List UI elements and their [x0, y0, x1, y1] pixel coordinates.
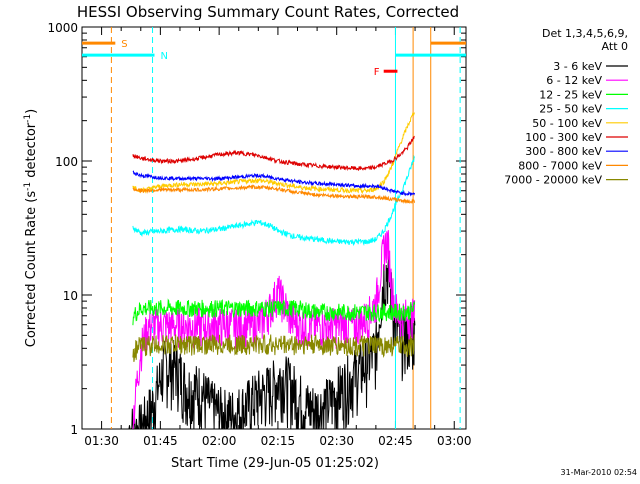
x-tick-label: 02:00: [202, 434, 237, 448]
x-axis-label: Start Time (29-Jun-05 01:25:02): [171, 456, 379, 471]
footer-timestamp: 31-Mar-2010 02:54: [561, 468, 638, 477]
x-tick-label: 02:15: [261, 434, 296, 448]
y-tick-label: 100: [55, 155, 78, 169]
legend-header-line-2: Att 0: [602, 40, 628, 53]
legend-entry-label: 800 - 7000 keV: [518, 159, 602, 172]
y-tick-label: 1000: [47, 21, 78, 35]
plot-frame: [81, 26, 467, 430]
x-tick-label: 03:00: [437, 434, 472, 448]
y-axis-label: Corrected Count Rate (s-1 detector-1): [23, 109, 39, 347]
x-tick-label: 01:30: [84, 434, 119, 448]
chart-title: HESSI Observing Summary Count Rates, Cor…: [77, 3, 459, 21]
legend-entry-label: 3 - 6 keV: [553, 60, 602, 73]
x-tick-label: 01:45: [143, 434, 178, 448]
flag-label-f: F: [374, 67, 380, 78]
legend-entry-label: 50 - 100 keV: [532, 117, 602, 130]
series-line-1: [132, 230, 416, 429]
series-line-6: [132, 170, 416, 197]
x-tick-label: 02:45: [378, 434, 413, 448]
series-line-4: [132, 111, 416, 195]
legend-entry-label: 6 - 12 keV: [546, 74, 602, 87]
flag-label-n: N: [160, 51, 167, 62]
legend-entry-label: 12 - 25 keV: [539, 88, 602, 101]
series-line-5: [132, 135, 415, 172]
y-tick-label: 10: [63, 289, 78, 303]
series-line-3: [132, 154, 416, 247]
legend-entry-label: 300 - 800 keV: [525, 145, 602, 158]
flag-label-s: S: [121, 39, 127, 50]
flag-markers: S N F: [82, 39, 466, 78]
legend-entry-label: 7000 - 20000 keV: [504, 174, 602, 187]
series-layer: [128, 111, 416, 429]
legend-entry-label: 25 - 50 keV: [539, 103, 602, 116]
y-tick-label: 1: [70, 423, 78, 437]
legend-header-line-1: Det 1,3,4,5,6,9,: [542, 27, 628, 40]
series-line-8: [132, 333, 415, 362]
legend-entry-label: 100 - 300 keV: [525, 131, 602, 144]
x-tick-label: 02:30: [319, 434, 354, 448]
axis-ticks: 01:30 01:45 02:00 02:15 02:30 02:45 03:00 1 10 10…: [47, 21, 471, 448]
series-line-7: [132, 184, 416, 205]
series-line-2: [132, 298, 416, 326]
